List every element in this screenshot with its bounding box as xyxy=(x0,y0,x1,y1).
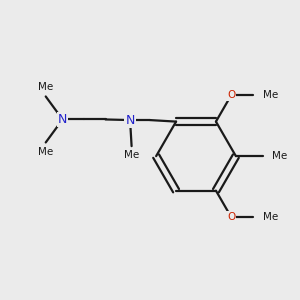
Text: O: O xyxy=(227,212,236,222)
Text: O: O xyxy=(227,90,236,100)
Text: Me: Me xyxy=(38,147,53,157)
Text: Me: Me xyxy=(263,90,278,100)
Text: N: N xyxy=(58,113,67,126)
Text: Me: Me xyxy=(272,151,287,161)
Text: Me: Me xyxy=(263,212,278,222)
Text: Me: Me xyxy=(124,150,139,160)
Text: Me: Me xyxy=(38,82,53,92)
Text: N: N xyxy=(125,114,135,127)
